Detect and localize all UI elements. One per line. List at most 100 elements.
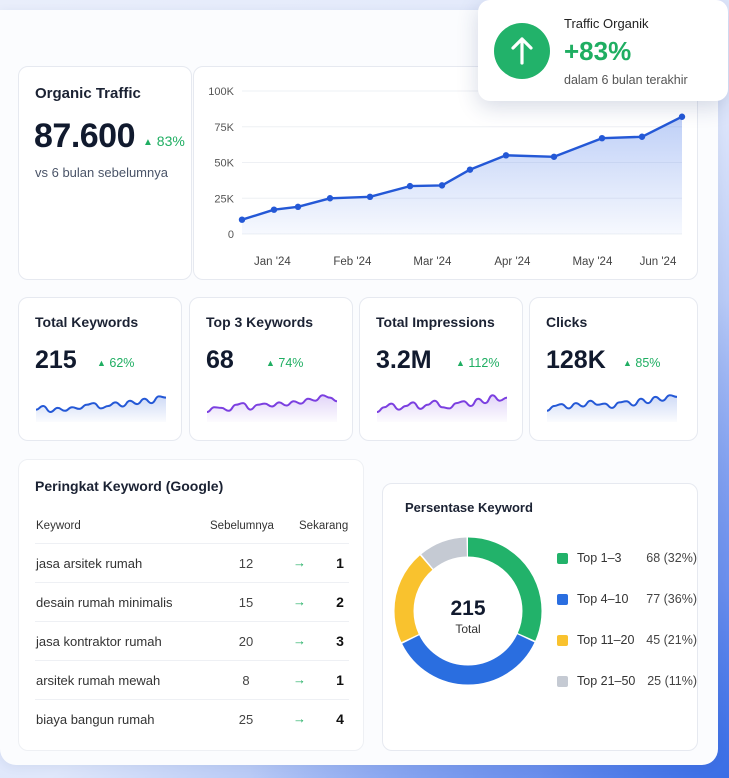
stat-value: 215 [35,346,77,374]
popup-subtitle: dalam 6 bulan terakhir [564,73,688,87]
keyword-ranking-title: Peringkat Keyword (Google) [35,478,224,494]
triangle-up-icon: ▲ [97,358,106,368]
sparkline [376,394,508,422]
sparkline [35,395,167,422]
arrow-right-icon: → [293,594,306,609]
legend-item: Top 4–10 77 (36%) [557,591,697,609]
row-previous-rank: 15 [238,595,254,610]
legend-swatch [557,635,568,646]
stat-title: Total Keywords [35,314,139,330]
legend-label: Top 4–10 [577,592,629,606]
stat-change: ▲ 85% [623,356,660,370]
dashboard-panel: Organic Traffic 87.600 ▲ 83% vs 6 bulan … [0,10,718,765]
legend-label: Top 1–3 [577,551,622,565]
donut-chart: 215 Total [394,537,542,685]
y-tick-label: 75K [214,122,234,134]
row-previous-rank: 12 [238,556,254,571]
sparkline-line [206,394,338,413]
stat-card-top3-keywords: Top 3 Keywords 68 ▲ 74% [189,297,353,441]
stat-value: 3.2M [376,346,432,374]
x-tick-label: May '24 [572,256,613,268]
sparkline-line [35,395,167,414]
sparkline [206,394,338,422]
donut-total-label: Total [455,622,480,636]
row-keyword: jasa kontraktor rumah [36,634,162,649]
table-row: arsitek rumah mewah 8 → 1 [35,660,349,699]
popup-icon-circle [494,23,550,79]
row-current-rank: 3 [336,633,344,649]
row-keyword: arsitek rumah mewah [36,673,161,688]
legend-swatch [557,676,568,687]
stat-title: Clicks [546,314,588,330]
table-row: desain rumah minimalis 15 → 2 [35,582,349,621]
stat-change-value: 74% [278,356,304,370]
data-point [598,134,606,142]
column-header-previous: Sebelumnya [210,520,274,532]
stat-title: Total Impressions [376,314,495,330]
data-point [366,193,374,201]
sparkline-line [376,394,508,413]
donut-segment [394,537,542,685]
legend-item: Top 21–50 25 (11%) [557,673,697,691]
row-current-rank: 1 [336,555,344,571]
stat-change: ▲ 74% [266,356,303,370]
row-previous-rank: 20 [238,634,254,649]
legend-count: 68 (32%) [646,551,697,565]
data-point [238,216,246,223]
data-point [466,166,474,173]
sparkline-line [546,394,678,412]
data-point [406,182,414,190]
row-previous-rank: 25 [238,712,254,727]
arrow-right-icon: → [293,672,306,687]
traffic-organik-popup: Traffic Organik +83% dalam 6 bulan terak… [478,0,728,101]
data-point [294,203,302,211]
stat-change-value: 85% [635,356,661,370]
x-tick-label: Jan '24 [254,256,291,268]
y-tick-label: 25K [214,193,234,205]
stat-change-value: 62% [109,356,135,370]
traffic-chart-card: 0 25K 50K 75K 100K Jan '24 Feb '24 Mar '24 Apr '… [193,66,698,280]
legend-item: Top 11–20 45 (21%) [557,632,697,650]
row-keyword: desain rumah minimalis [36,595,173,610]
stat-change-value: 112% [468,356,500,370]
x-tick-label: Mar '24 [413,256,452,268]
row-previous-rank: 8 [242,673,250,688]
x-tick-label: Apr '24 [494,256,531,268]
arrow-right-icon: → [293,633,306,648]
y-tick-label: 50K [214,158,234,170]
organic-traffic-subtitle: vs 6 bulan sebelumnya [35,165,168,180]
column-header-keyword: Keyword [36,520,81,532]
row-current-rank: 2 [336,594,344,610]
donut-segment [394,537,542,685]
row-current-rank: 4 [336,711,344,727]
row-current-rank: 1 [336,672,344,688]
y-tick-label: 100K [208,86,234,98]
donut-segment [394,537,542,685]
organic-traffic-title: Organic Traffic [35,85,141,102]
data-point [502,152,510,159]
stat-title: Top 3 Keywords [206,314,314,330]
keyword-ranking-card: Peringkat Keyword (Google) Keyword Sebel… [18,459,364,751]
stat-change: ▲ 62% [97,356,134,370]
stat-card-total-impressions: Total Impressions 3.2M ▲ 112% [359,297,523,441]
stat-change: ▲ 112% [456,356,499,370]
donut-total: 215 [450,597,485,620]
stat-value: 68 [206,346,234,374]
popup-title: Traffic Organik [564,16,649,31]
legend-item: Top 1–3 68 (32%) [557,550,697,568]
legend-count: 45 (21%) [646,633,697,647]
stat-card-clicks: Clicks 128K ▲ 85% [529,297,698,441]
legend-label: Top 11–20 [577,633,635,647]
organic-traffic-value: 87.600 [34,117,136,155]
sparkline [546,394,678,422]
arrow-right-icon: → [293,711,306,726]
triangle-up-icon: ▲ [623,358,632,368]
x-tick-label: Jun '24 [640,256,677,268]
legend-swatch [557,594,568,605]
arrow-right-icon: → [293,555,306,570]
keyword-percentage-card: Persentase Keyword 215 Total Top 1–3 68 … [382,483,698,751]
organic-traffic-change-value: 83% [156,133,185,149]
table-row: biaya bangun rumah 25 → 4 [35,699,349,738]
row-keyword: jasa arsitek rumah [36,556,143,571]
column-header-current: Sekarang [299,520,349,532]
